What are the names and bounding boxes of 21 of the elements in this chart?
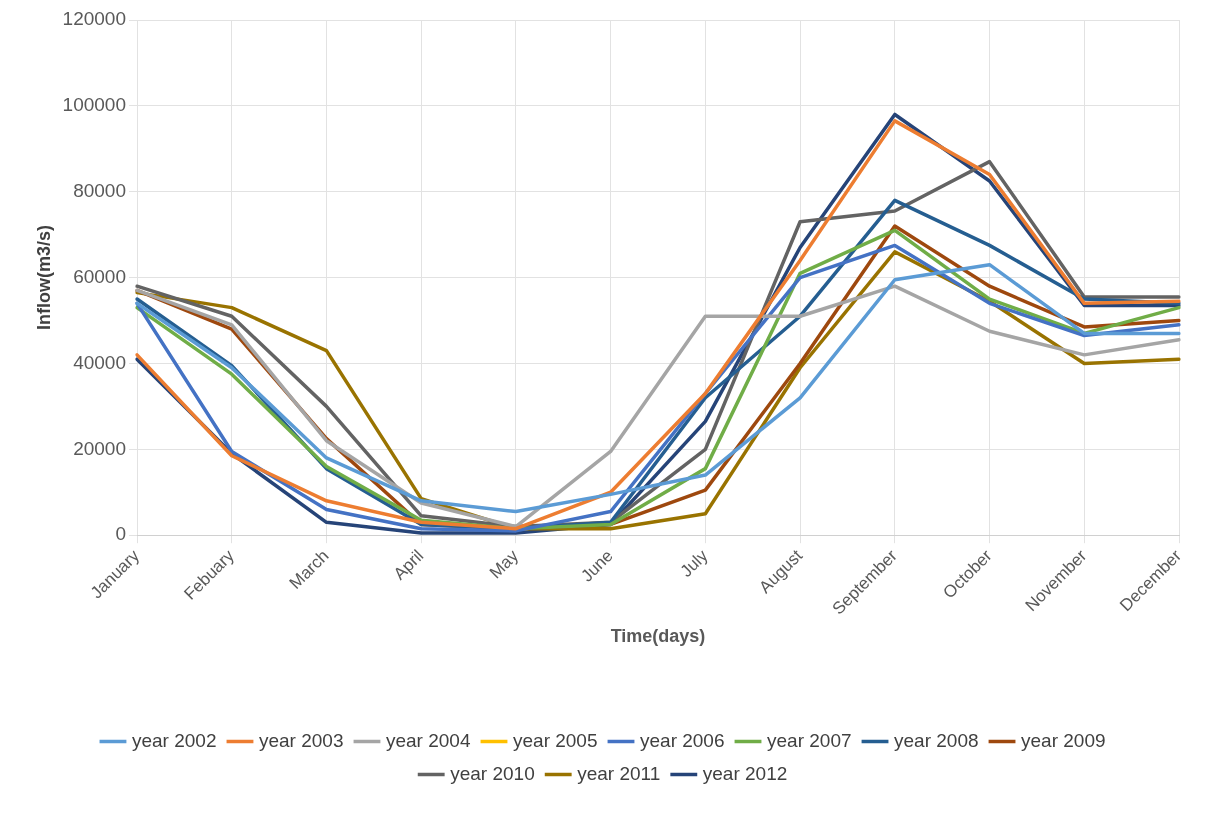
legend-label: year 2007 [767,729,852,751]
y-axis-title: Inflow(m3/s) [33,225,54,331]
y-tick-label: 100000 [62,94,126,116]
legend-label: year 2002 [131,729,217,751]
legend-label: year 2006 [640,729,725,751]
legend-label: year 2012 [702,762,788,784]
legend-label: year 2008 [894,729,979,751]
legend-label: year 2011 [577,762,661,784]
x-axis-title: Time(days) [610,626,706,647]
y-tick-label: 120000 [62,8,126,30]
legend-label: year 2005 [512,729,598,751]
legend-label: year 2004 [385,729,471,751]
legend-label: year 2003 [258,729,344,751]
y-tick-label: 80000 [73,179,126,201]
y-tick-label: 40000 [73,351,126,373]
legend-label: year 2010 [450,762,535,784]
y-tick-label: 20000 [73,437,126,459]
y-tick-label: 0 [115,523,126,545]
y-tick-label: 60000 [73,265,126,287]
legend-label: year 2009 [1021,729,1106,751]
x-tick-label: July [676,545,712,581]
